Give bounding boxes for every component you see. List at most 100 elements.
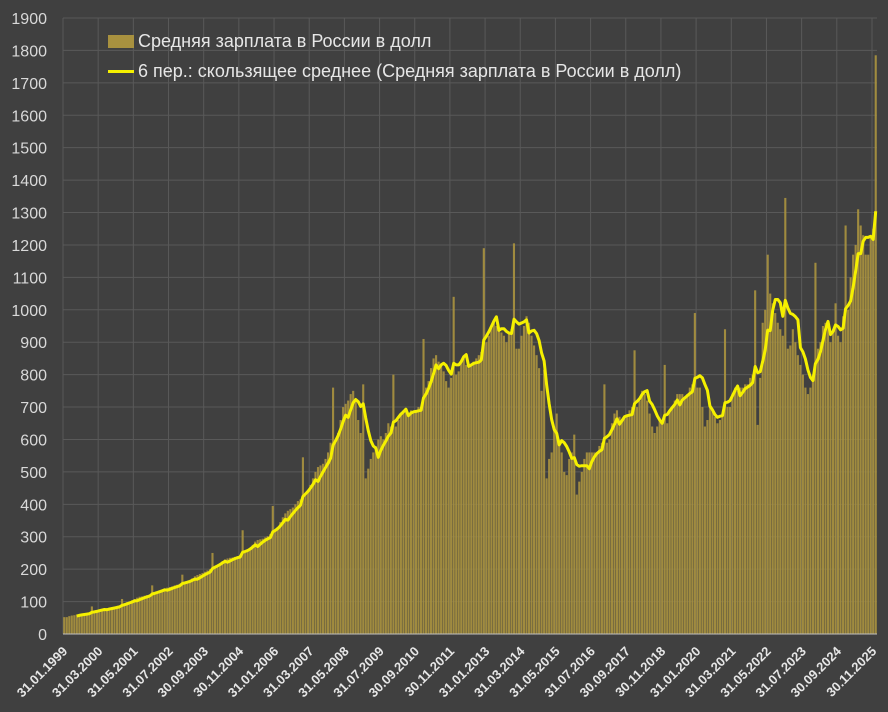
bar xyxy=(628,410,631,634)
bar xyxy=(78,613,81,634)
bar xyxy=(500,332,503,634)
bar xyxy=(221,561,224,634)
bar xyxy=(372,452,375,634)
bar xyxy=(186,582,189,634)
bar xyxy=(646,400,649,634)
bar xyxy=(613,413,616,634)
bar xyxy=(512,243,516,635)
bar xyxy=(816,348,820,634)
bar xyxy=(570,452,573,634)
bar xyxy=(389,426,392,634)
y-tick-label: 1300 xyxy=(11,206,47,223)
bar xyxy=(236,556,239,634)
bar xyxy=(314,471,317,634)
bar xyxy=(445,381,448,634)
bar xyxy=(728,407,732,634)
bar xyxy=(663,364,666,634)
bar xyxy=(661,420,664,634)
bar xyxy=(176,584,179,634)
bar xyxy=(550,452,553,634)
bar xyxy=(427,381,430,634)
bar xyxy=(706,420,709,634)
bar xyxy=(141,596,144,634)
bar xyxy=(530,335,533,634)
bar xyxy=(636,407,639,634)
bar xyxy=(437,361,440,634)
bar xyxy=(211,552,214,634)
bar xyxy=(779,329,782,634)
bar xyxy=(452,296,455,634)
bar xyxy=(826,326,830,634)
bar xyxy=(289,509,292,634)
bar xyxy=(259,539,262,634)
bar xyxy=(630,407,634,634)
bar xyxy=(223,559,227,634)
y-tick-label: 1600 xyxy=(11,108,47,125)
bar xyxy=(394,426,397,634)
bar xyxy=(455,374,458,634)
bar xyxy=(580,471,583,634)
bar xyxy=(299,499,302,634)
bar xyxy=(344,403,347,634)
bar xyxy=(784,197,787,635)
bar xyxy=(575,494,578,634)
bar xyxy=(266,536,269,634)
bar xyxy=(638,400,641,634)
bar xyxy=(201,573,204,634)
bar xyxy=(847,309,850,634)
bar xyxy=(854,244,857,634)
y-tick-label: 800 xyxy=(20,368,47,385)
bar xyxy=(809,387,812,634)
bar xyxy=(831,329,835,634)
bar xyxy=(595,452,598,634)
bar xyxy=(70,615,73,634)
bar xyxy=(377,439,380,634)
y-tick-label: 200 xyxy=(20,562,47,579)
bar xyxy=(824,322,827,634)
bar xyxy=(721,416,724,634)
bar xyxy=(100,609,103,634)
bar xyxy=(686,394,689,634)
bar xyxy=(811,374,814,634)
bar xyxy=(467,368,470,634)
bar xyxy=(319,465,322,634)
bar xyxy=(568,458,571,634)
bar xyxy=(789,345,792,634)
bar xyxy=(801,374,804,634)
bar xyxy=(138,596,141,634)
bar xyxy=(781,335,784,634)
bar xyxy=(583,458,586,634)
bar xyxy=(804,387,807,634)
bar xyxy=(397,420,400,634)
bar xyxy=(736,390,739,634)
bar xyxy=(329,442,332,634)
bar xyxy=(598,445,601,634)
bar xyxy=(837,335,840,634)
bar xyxy=(271,505,274,634)
bar xyxy=(806,394,809,634)
bar xyxy=(359,432,362,634)
bar xyxy=(472,361,475,634)
bar xyxy=(414,410,418,634)
bar xyxy=(485,342,488,634)
bar xyxy=(407,413,410,634)
bar xyxy=(128,601,131,634)
bar xyxy=(477,355,480,634)
bar xyxy=(791,329,794,634)
bar xyxy=(158,590,161,634)
bar xyxy=(339,420,342,634)
bar xyxy=(440,364,443,634)
bar xyxy=(148,594,151,634)
bar xyxy=(691,384,694,634)
bar xyxy=(578,481,581,634)
bar xyxy=(196,574,199,634)
bar xyxy=(216,565,219,634)
bar xyxy=(218,563,222,634)
bar xyxy=(442,371,445,634)
bar xyxy=(527,322,531,634)
bar xyxy=(357,420,360,634)
bar xyxy=(409,410,413,634)
bar xyxy=(447,387,450,634)
bar xyxy=(73,615,76,634)
bar xyxy=(620,420,624,634)
